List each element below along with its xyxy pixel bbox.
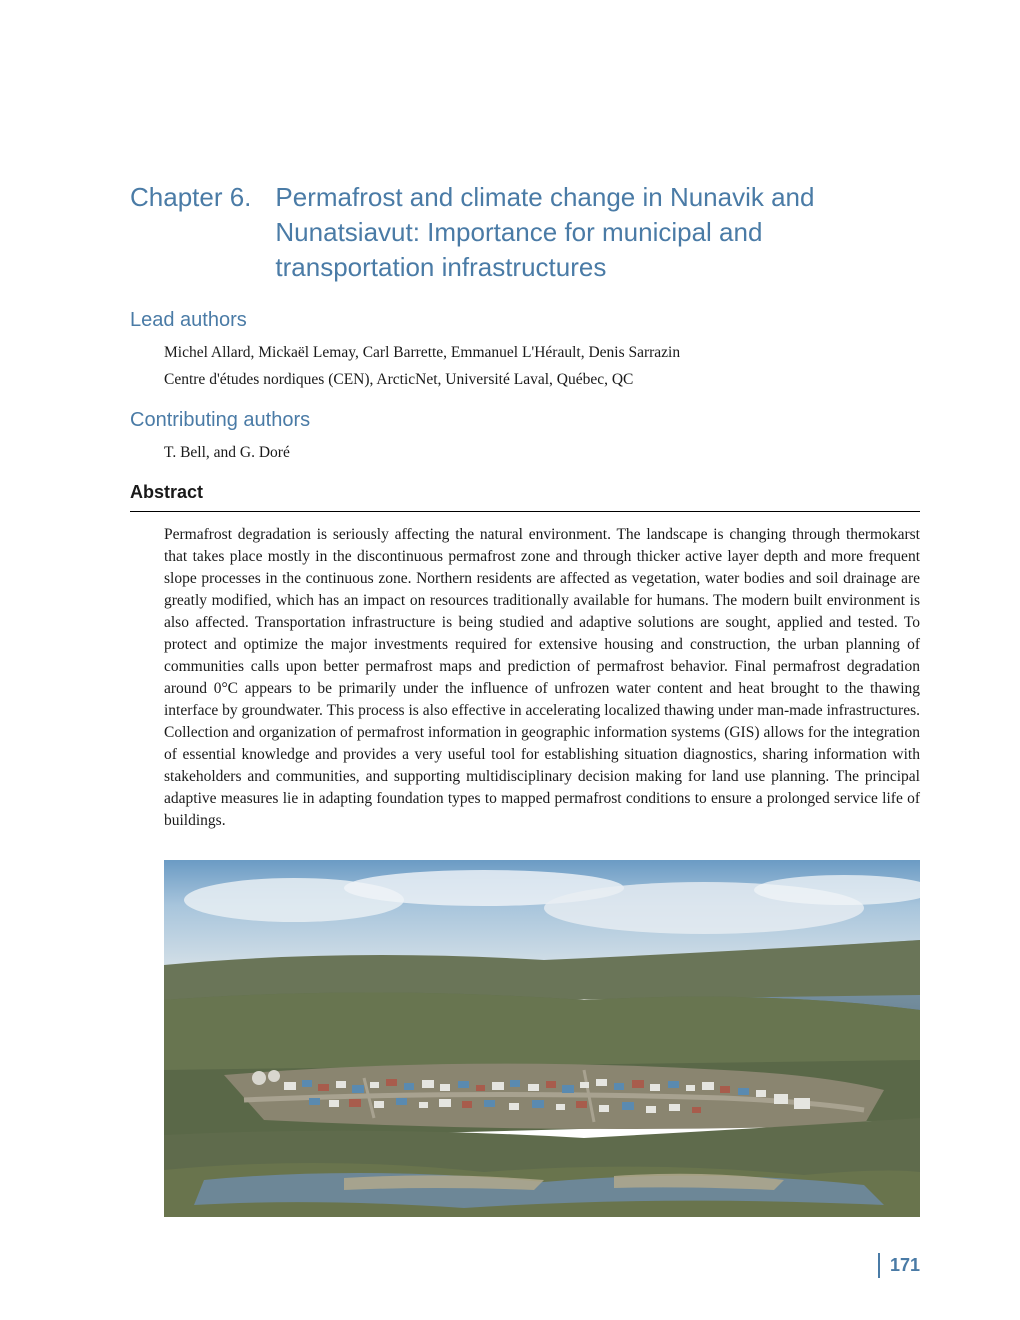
lead-authors-names: Michel Allard, Mickaël Lemay, Carl Barre…	[164, 340, 920, 366]
lead-authors-affiliation: Centre d'études nordiques (CEN), ArcticN…	[164, 367, 920, 393]
lead-authors-heading: Lead authors	[130, 309, 920, 332]
abstract-heading: Abstract	[130, 482, 920, 503]
abstract-body: Permafrost degradation is seriously affe…	[130, 524, 920, 832]
contributing-authors-names: T. Bell, and G. Doré	[164, 440, 920, 466]
abstract-rule	[130, 511, 920, 512]
chapter-title-text: Permafrost and climate change in Nunavik…	[275, 180, 920, 285]
page-container: Chapter 6. Permafrost and climate change…	[0, 0, 1020, 1277]
chapter-number: Chapter 6.	[130, 180, 275, 285]
chapter-title: Chapter 6. Permafrost and climate change…	[130, 180, 920, 285]
contributing-authors-block: T. Bell, and G. Doré	[130, 440, 920, 466]
lead-authors-block: Michel Allard, Mickaël Lemay, Carl Barre…	[130, 340, 920, 393]
page-number: 171	[878, 1253, 920, 1278]
contributing-authors-heading: Contributing authors	[130, 409, 920, 432]
figure-container	[130, 860, 920, 1217]
aerial-photo-figure	[164, 860, 920, 1217]
